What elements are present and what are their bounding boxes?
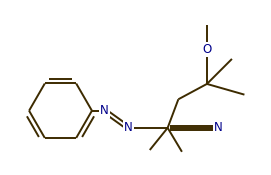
Text: N: N — [100, 104, 109, 117]
Text: O: O — [202, 43, 212, 56]
Text: N: N — [124, 121, 133, 134]
Text: N: N — [214, 121, 223, 134]
